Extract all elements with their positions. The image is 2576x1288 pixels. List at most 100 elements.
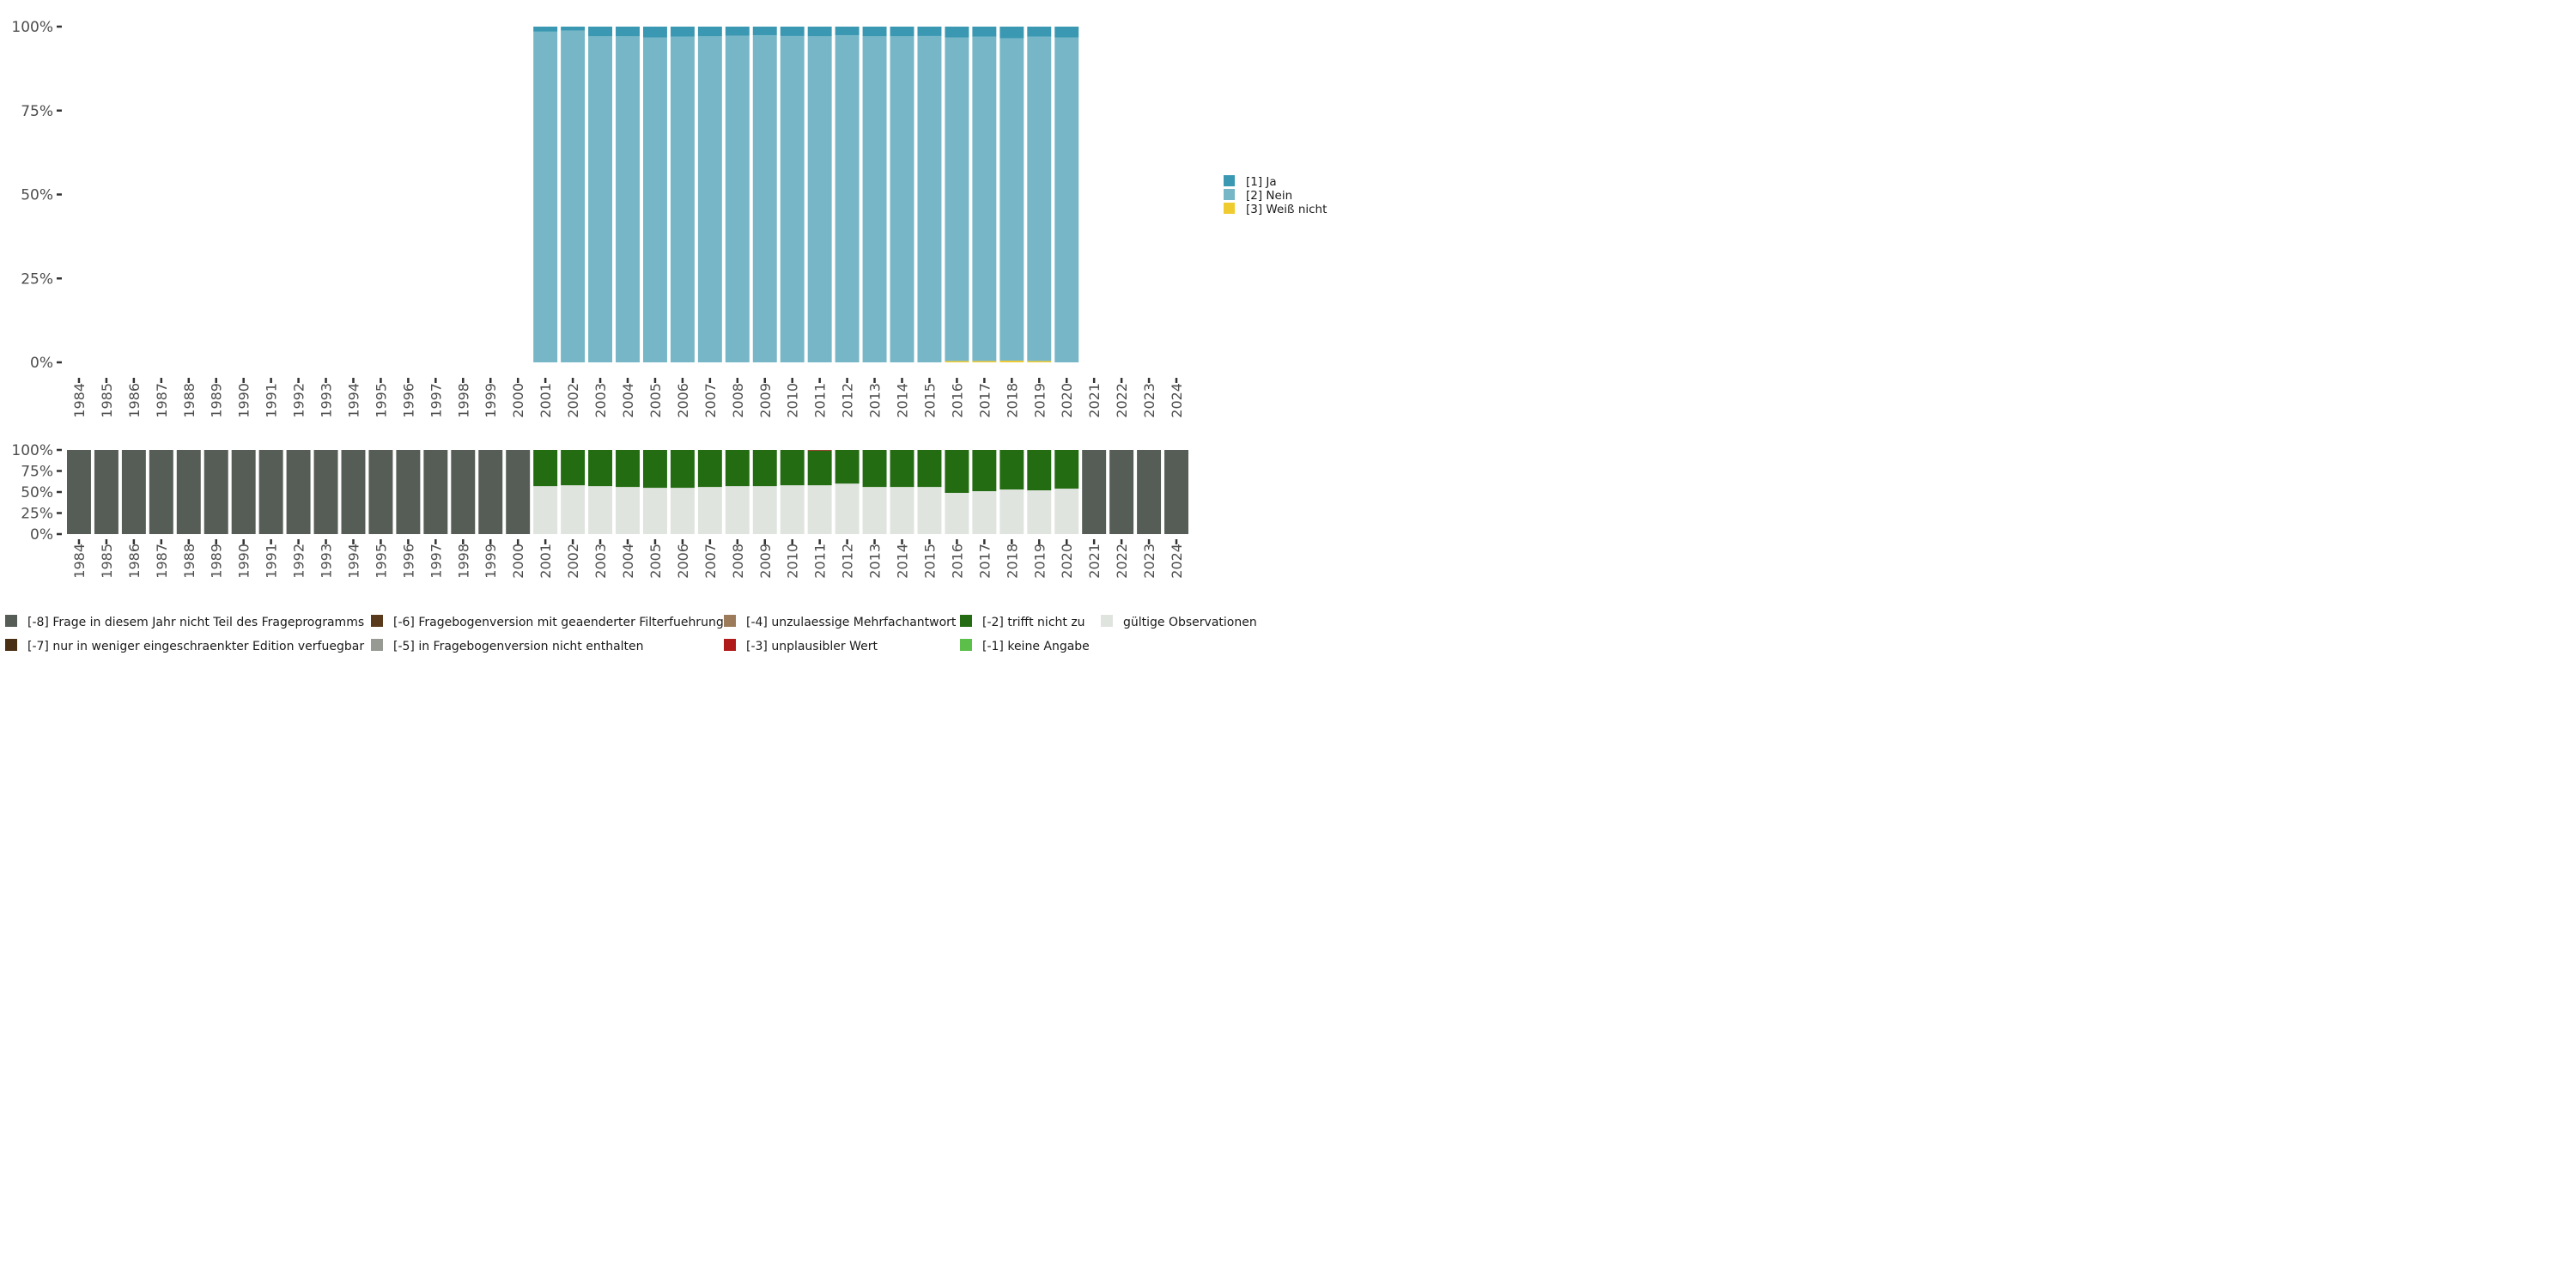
bottom-x-tick-label: 2022 <box>1114 544 1130 579</box>
bottom-bar-g-ltige-observationen-2018 <box>999 489 1024 534</box>
bottom-bar-g-ltige-observationen-2006 <box>670 488 695 534</box>
top-x-tick-label: 2000 <box>510 383 526 418</box>
bottom-bar-2-trifft-nicht-zu-2007 <box>697 450 722 488</box>
bottom-x-tick-label: 1986 <box>126 544 143 579</box>
top-x-tick-label: 1992 <box>291 383 307 418</box>
top-x-tick-label: 1990 <box>236 383 252 418</box>
bottom-bar-2-trifft-nicht-zu-2012 <box>835 450 860 484</box>
bottom-bar-2-trifft-nicht-zu-2006 <box>670 450 695 489</box>
bottom-bar-8-frage-in-diesem-jahr-nicht-teil-des-frageprogramms-1987 <box>149 450 173 534</box>
top-x-tick-label: 1999 <box>483 383 499 418</box>
top-bar-1-ja-2006 <box>670 27 695 37</box>
top-bar-2-nein-2005 <box>642 37 667 363</box>
top-y-tick-label: 100% <box>11 19 53 36</box>
bottom-bar-g-ltige-observationen-2016 <box>945 492 969 534</box>
bottom-bar-2-trifft-nicht-zu-2015 <box>917 450 942 488</box>
bottom-x-tick-label: 1991 <box>264 544 280 579</box>
top-y-tick-label: 50% <box>21 187 53 204</box>
chart-root: 0% 25% 50% 75% 100% 1984 1985 1986 1987 1988 1989 1… <box>0 0 1340 670</box>
top-bar-2-nein-2016 <box>945 37 969 361</box>
bottom-bar-g-ltige-observationen-2001 <box>533 486 558 534</box>
bottom-bar-2-trifft-nicht-zu-2019 <box>1027 450 1052 491</box>
top-x-tick-label: 2018 <box>1004 383 1020 418</box>
legend-swatch-7-nur-in-weniger-eingeschraenkter-edition-verfuegbar <box>5 639 17 651</box>
top-x-tick-label: 2003 <box>592 383 609 418</box>
top-x-tick-label: 2004 <box>620 383 636 418</box>
top-bar-2-nein-2014 <box>890 36 914 363</box>
legend-label-8-frage-in-diesem-jahr-nicht-teil-des-frageprogramms: [-8] Frage in diesem Jahr nicht Teil des… <box>27 616 364 629</box>
bottom-x-tick-label: 1984 <box>71 544 88 579</box>
top-bar-2-nein-2011 <box>807 36 832 363</box>
top-bar-1-ja-2009 <box>752 27 777 36</box>
top-bar-2-nein-2007 <box>697 36 722 363</box>
bottom-x-tick-label: 1992 <box>291 544 307 579</box>
bottom-bar-2-trifft-nicht-zu-2001 <box>533 450 558 487</box>
top-x-tick-label: 2006 <box>675 383 691 418</box>
top-bar-2-nein-2009 <box>752 35 777 362</box>
bottom-bar-8-frage-in-diesem-jahr-nicht-teil-des-frageprogramms-1990 <box>231 450 256 534</box>
bottom-bar-8-frage-in-diesem-jahr-nicht-teil-des-frageprogramms-1992 <box>286 450 311 534</box>
top-x-tick-label: 1988 <box>181 383 197 418</box>
top-x-tick-label: 2009 <box>757 383 774 418</box>
top-y-tick-label: 75% <box>21 103 53 120</box>
bottom-bar-2-trifft-nicht-zu-2004 <box>616 450 640 488</box>
top-bar-1-ja-2004 <box>616 27 640 37</box>
bottom-x-tick-label: 2021 <box>1086 544 1103 579</box>
bottom-bar-8-frage-in-diesem-jahr-nicht-teil-des-frageprogramms-2000 <box>506 450 531 534</box>
bottom-bar-8-frage-in-diesem-jahr-nicht-teil-des-frageprogramms-1985 <box>94 450 118 534</box>
legend-label-5-in-fragebogenversion-nicht-enthalten: [-5] in Fragebogenversion nicht enthalte… <box>393 640 644 653</box>
bottom-bar-3-unplausibler-wert-2011 <box>807 450 832 451</box>
bottom-y-tick-label: 75% <box>21 464 53 481</box>
top-bar-1-ja-2017 <box>972 27 997 37</box>
top-x-tick-label: 2016 <box>949 383 965 418</box>
bottom-bar-8-frage-in-diesem-jahr-nicht-teil-des-frageprogramms-1993 <box>313 450 338 534</box>
legend-swatch-2-nein <box>1224 189 1235 200</box>
bottom-x-tick-label: 2016 <box>949 544 965 579</box>
bottom-x-tick-label: 2009 <box>757 544 774 579</box>
legend-swatch-6-fragebogenversion-mit-geaenderter-filterfuehrung <box>371 615 383 627</box>
bottom-x-tick-label: 1985 <box>99 544 115 579</box>
bottom-x-tick-label: 2005 <box>647 544 664 579</box>
bottom-bar-2-trifft-nicht-zu-2016 <box>945 450 969 493</box>
top-x-tick-label: 1997 <box>428 383 444 418</box>
top-x-tick-label: 1996 <box>400 383 416 418</box>
bottom-bar-2-trifft-nicht-zu-2003 <box>588 450 613 487</box>
bottom-bar-2-trifft-nicht-zu-2002 <box>561 450 586 486</box>
top-bar-1-ja-2010 <box>780 27 805 36</box>
bottom-x-tick-label: 2020 <box>1059 544 1075 579</box>
bottom-y-tick-label: 25% <box>21 506 53 523</box>
bottom-bar-8-frage-in-diesem-jahr-nicht-teil-des-frageprogramms-2023 <box>1137 450 1162 534</box>
bottom-bar-g-ltige-observationen-2010 <box>780 485 805 534</box>
top-x-tick-label: 2002 <box>565 383 581 418</box>
bottom-bar-g-ltige-observationen-2014 <box>890 487 914 534</box>
bottom-bar-8-frage-in-diesem-jahr-nicht-teil-des-frageprogramms-2021 <box>1082 450 1107 534</box>
legend-swatch-8-frage-in-diesem-jahr-nicht-teil-des-frageprogramms <box>5 615 17 627</box>
bottom-bar-g-ltige-observationen-2019 <box>1027 490 1052 534</box>
bottom-x-tick-label: 2010 <box>785 544 801 579</box>
top-x-tick-label: 2019 <box>1031 383 1048 418</box>
bottom-bar-8-frage-in-diesem-jahr-nicht-teil-des-frageprogramms-1991 <box>258 450 283 534</box>
top-x-tick-label: 2007 <box>702 383 719 418</box>
bottom-x-tick-label: 2007 <box>702 544 719 579</box>
top-bar-1-ja-2001 <box>533 27 558 32</box>
top-legend: [1] Ja[2] Nein[3] Weiß nicht <box>1224 175 1327 216</box>
bottom-x-tick-label: 1997 <box>428 544 444 579</box>
bottom-x-tick-label: 2019 <box>1031 544 1048 579</box>
top-bar-3-wei-nicht-2019 <box>1027 361 1052 362</box>
bottom-bar-2-trifft-nicht-zu-2005 <box>642 450 667 489</box>
legend-label-3-unplausibler-wert: [-3] unplausibler Wert <box>746 640 878 653</box>
top-x-tick-label: 2012 <box>840 383 856 418</box>
bottom-x-tick-label: 2014 <box>895 544 911 579</box>
top-bar-1-ja-2019 <box>1027 27 1052 37</box>
bottom-x-tick-label: 2013 <box>867 544 884 579</box>
bottom-x-tick-label: 1999 <box>483 544 499 579</box>
top-bar-2-nein-2003 <box>588 36 613 363</box>
top-x-tick-label: 2017 <box>976 383 993 418</box>
bottom-x-tick-label: 2024 <box>1169 544 1185 579</box>
top-x-tick-label: 1989 <box>209 383 225 418</box>
legend-swatch-g-ltige-observationen <box>1101 615 1113 627</box>
bottom-bar-2-trifft-nicht-zu-2010 <box>780 450 805 486</box>
top-x-tick-label: 2022 <box>1114 383 1130 418</box>
legend-label-3-wei-nicht: [3] Weiß nicht <box>1246 203 1327 216</box>
bottom-bar-g-ltige-observationen-2002 <box>561 485 586 534</box>
